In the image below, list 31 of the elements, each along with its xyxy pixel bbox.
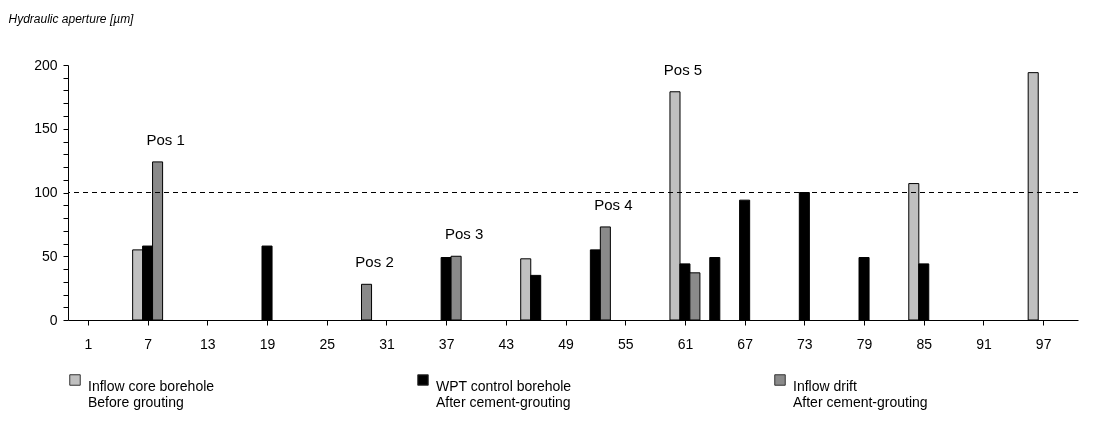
x-tick-label: 85: [916, 335, 933, 352]
x-tick-label: 19: [259, 335, 276, 352]
x-tick-label: 55: [617, 335, 634, 352]
x-tick-label: 97: [1035, 335, 1052, 352]
x-tick-label: 13: [200, 335, 216, 352]
y-tick-label: 200: [34, 56, 58, 73]
x-tick-label: 25: [319, 335, 336, 352]
legend-label: Inflow drift After cement-grouting: [793, 378, 928, 410]
annotation: Pos 4: [594, 195, 633, 213]
x-tick-label: 37: [438, 335, 455, 352]
x-tick-label: 73: [797, 335, 813, 352]
legend-label: Inflow core borehole Before grouting: [88, 378, 215, 410]
y-tick-label: 150: [34, 120, 58, 137]
x-tick-label: 31: [379, 335, 395, 352]
x-tick-label: 43: [498, 335, 515, 352]
x-tick-label: 49: [558, 335, 575, 352]
annotation: Pos 1: [146, 130, 185, 148]
y-tick-label: 50: [41, 247, 58, 264]
y-tick-label: 100: [34, 184, 58, 200]
x-tick-label: 61: [677, 335, 694, 352]
legend-label: WPT control borehole After cement-grouting: [436, 378, 572, 410]
x-tick-label: 7: [144, 335, 153, 352]
annotation: Pos 2: [355, 253, 394, 271]
y-axis-title: Hydraulic aperture [µm]: [8, 11, 135, 26]
x-tick-label: 67: [737, 335, 754, 352]
annotation: Pos 5: [663, 60, 703, 78]
x-tick-label: 79: [856, 335, 873, 352]
x-tick-label: 91: [976, 335, 992, 352]
y-tick-label: 0: [49, 311, 58, 328]
x-tick-label: 1: [84, 335, 93, 352]
annotation: Pos 3: [444, 225, 484, 243]
